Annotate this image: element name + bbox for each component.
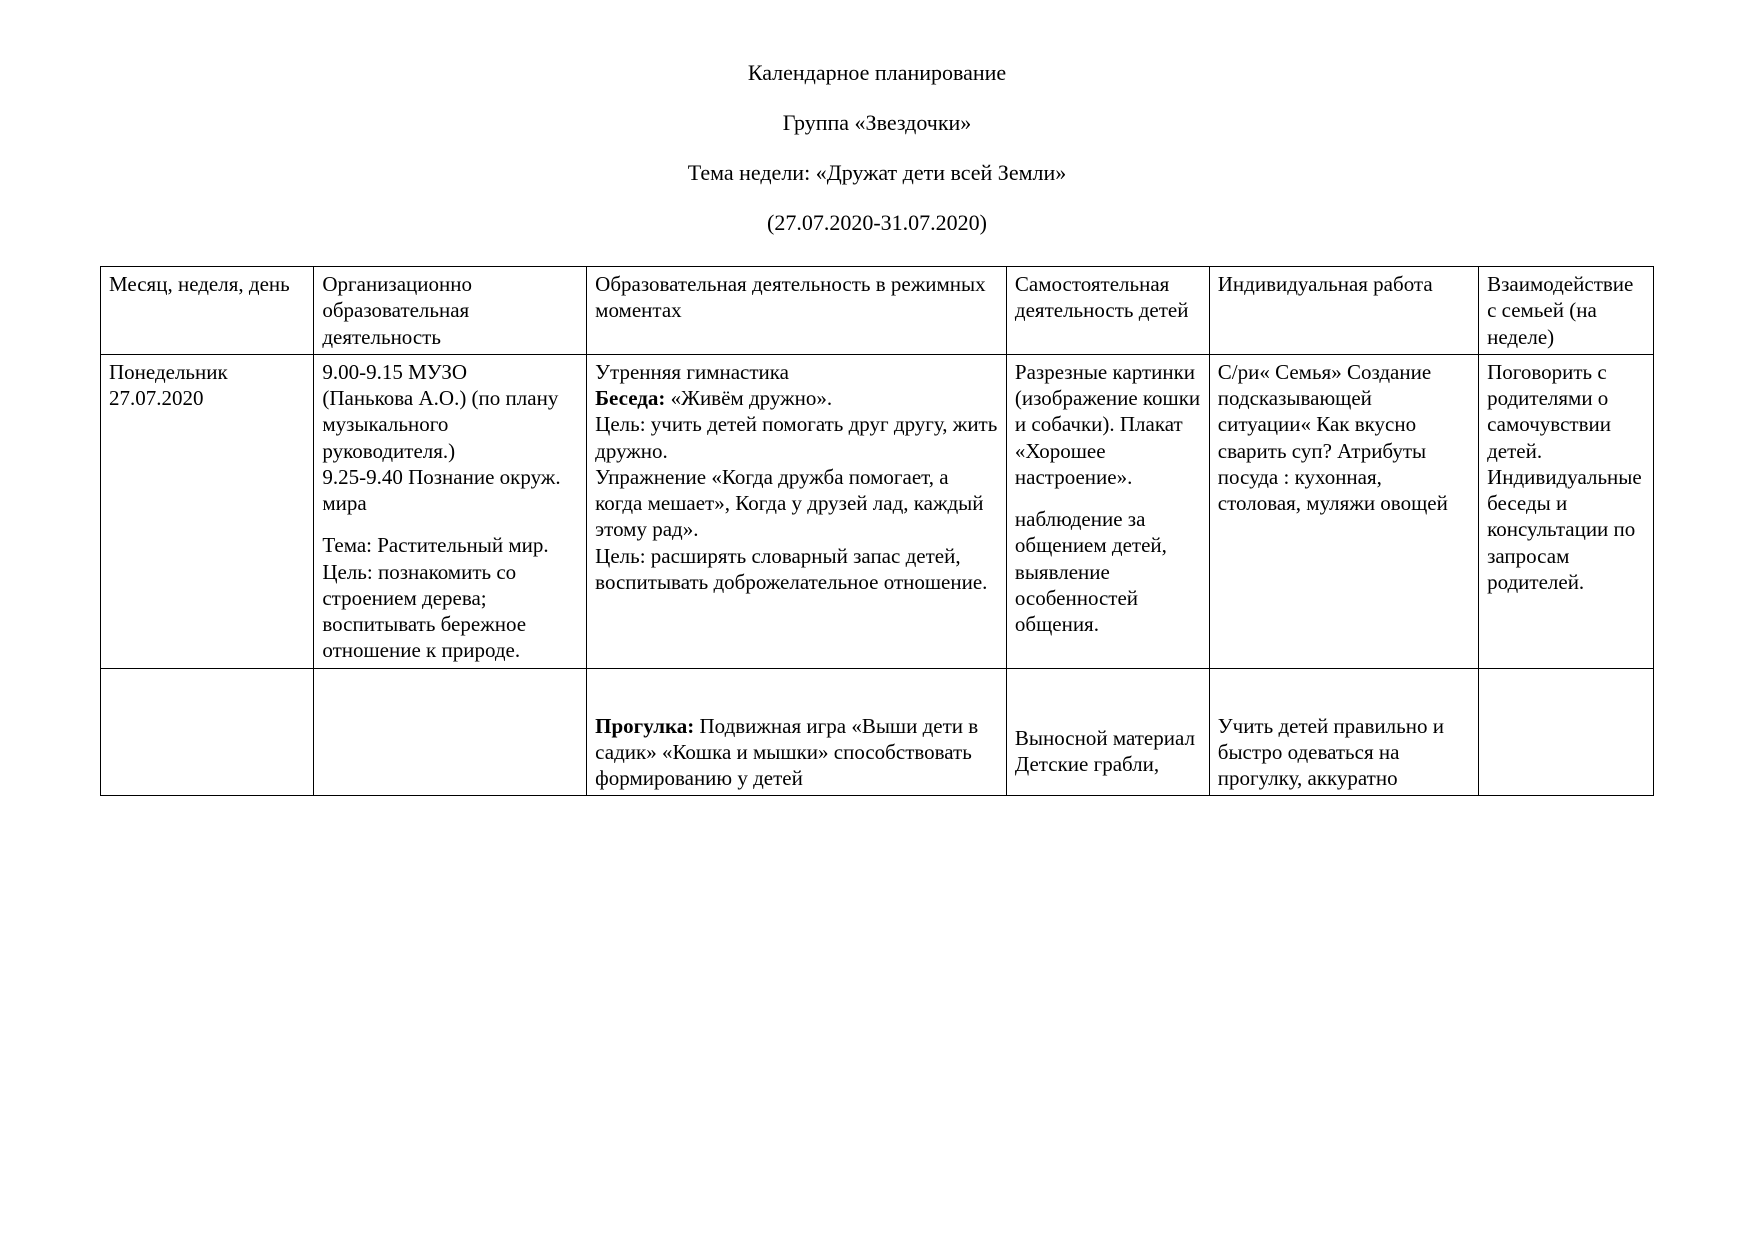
- spacer: [1015, 673, 1201, 725]
- col-header-fam: Взаимодействие с семьей (на неделе): [1479, 267, 1654, 355]
- cell-ind: С/ри« Семья» Создание подсказывающей сит…: [1209, 354, 1478, 668]
- edu-l3: Цель: учить детей помогать друг другу, ж…: [595, 411, 998, 464]
- cell-fam-cont: [1479, 668, 1654, 796]
- org-p4: Тема: Растительный мир. Цель: познакомит…: [322, 532, 578, 663]
- group-line: Группа «Звездочки»: [100, 110, 1654, 136]
- edu-l1: Утренняя гимнастика: [595, 359, 998, 385]
- cell-self-walk: Выносной материал Детские грабли,: [1006, 668, 1209, 796]
- theme-line: Тема недели: «Дружат дети всей Земли»: [100, 160, 1654, 186]
- edu-bold1: Беседа:: [595, 386, 665, 410]
- title: Календарное планирование: [100, 60, 1654, 86]
- org-p2: (Панькова А.О.) (по плану музыкального р…: [322, 385, 578, 464]
- col-header-org: Организационно образовательная деятельно…: [314, 267, 587, 355]
- fam-text: Поговорить с родителями о самочувствии д…: [1487, 360, 1642, 594]
- col-header-date: Месяц, неделя, день: [101, 267, 314, 355]
- cell-fam: Поговорить с родителями о самочувствии д…: [1479, 354, 1654, 668]
- dates-line: (27.07.2020-31.07.2020): [100, 210, 1654, 236]
- cell-org: 9.00-9.15 МУЗО (Панькова А.О.) (по плану…: [314, 354, 587, 668]
- spacer: [595, 673, 998, 713]
- cell-edu-walk: Прогулка: Подвижная игра «Выши дети в са…: [587, 668, 1007, 796]
- edu-l4: Упражнение «Когда дружба помогает, а ког…: [595, 464, 998, 543]
- org-p1: 9.00-9.15 МУЗО: [322, 359, 578, 385]
- cell-edu: Утренняя гимнастика Беседа: «Живём дружн…: [587, 354, 1007, 668]
- self-walk-text: Выносной материал Детские грабли,: [1015, 726, 1195, 776]
- planning-table: Месяц, неделя, день Организационно образ…: [100, 266, 1654, 796]
- table-header-row: Месяц, неделя, день Организационно образ…: [101, 267, 1654, 355]
- self-p2: наблюдение за общением детей, выявление …: [1015, 506, 1201, 637]
- edu-l2: «Живём дружно».: [665, 386, 832, 410]
- col-header-edu: Образовательная деятельность в режимных …: [587, 267, 1007, 355]
- ind-text: С/ри« Семья» Создание подсказывающей сит…: [1218, 360, 1448, 515]
- day-text: Понедельник 27.07.2020: [109, 360, 228, 410]
- col-header-ind: Индивидуальная работа: [1209, 267, 1478, 355]
- edu-walk: Прогулка: Подвижная игра «Выши дети в са…: [595, 713, 998, 792]
- edu-walk-bold: Прогулка:: [595, 714, 694, 738]
- edu-l5: Цель: расширять словарный запас детей,: [595, 543, 998, 569]
- col-header-self: Самостоятельная деятельность детей: [1006, 267, 1209, 355]
- spacer: [1218, 673, 1470, 713]
- cell-org-cont: [314, 668, 587, 796]
- document-header: Календарное планирование Группа «Звездоч…: [100, 60, 1654, 236]
- edu-beseda: Беседа: «Живём дружно».: [595, 385, 998, 411]
- table-row: Прогулка: Подвижная игра «Выши дети в са…: [101, 668, 1654, 796]
- ind-walk-text: Учить детей правильно и быстро одеваться…: [1218, 714, 1444, 791]
- edu-l6: воспитывать доброжелательное отношение.: [595, 569, 998, 595]
- table-row: Понедельник 27.07.2020 9.00-9.15 МУЗО (П…: [101, 354, 1654, 668]
- cell-day-cont: [101, 668, 314, 796]
- cell-day: Понедельник 27.07.2020: [101, 354, 314, 668]
- cell-self: Разрезные картинки (изображение кошки и …: [1006, 354, 1209, 668]
- cell-ind-walk: Учить детей правильно и быстро одеваться…: [1209, 668, 1478, 796]
- self-p1: Разрезные картинки (изображение кошки и …: [1015, 359, 1201, 490]
- org-p3: 9.25-9.40 Познание окруж. мира: [322, 464, 578, 517]
